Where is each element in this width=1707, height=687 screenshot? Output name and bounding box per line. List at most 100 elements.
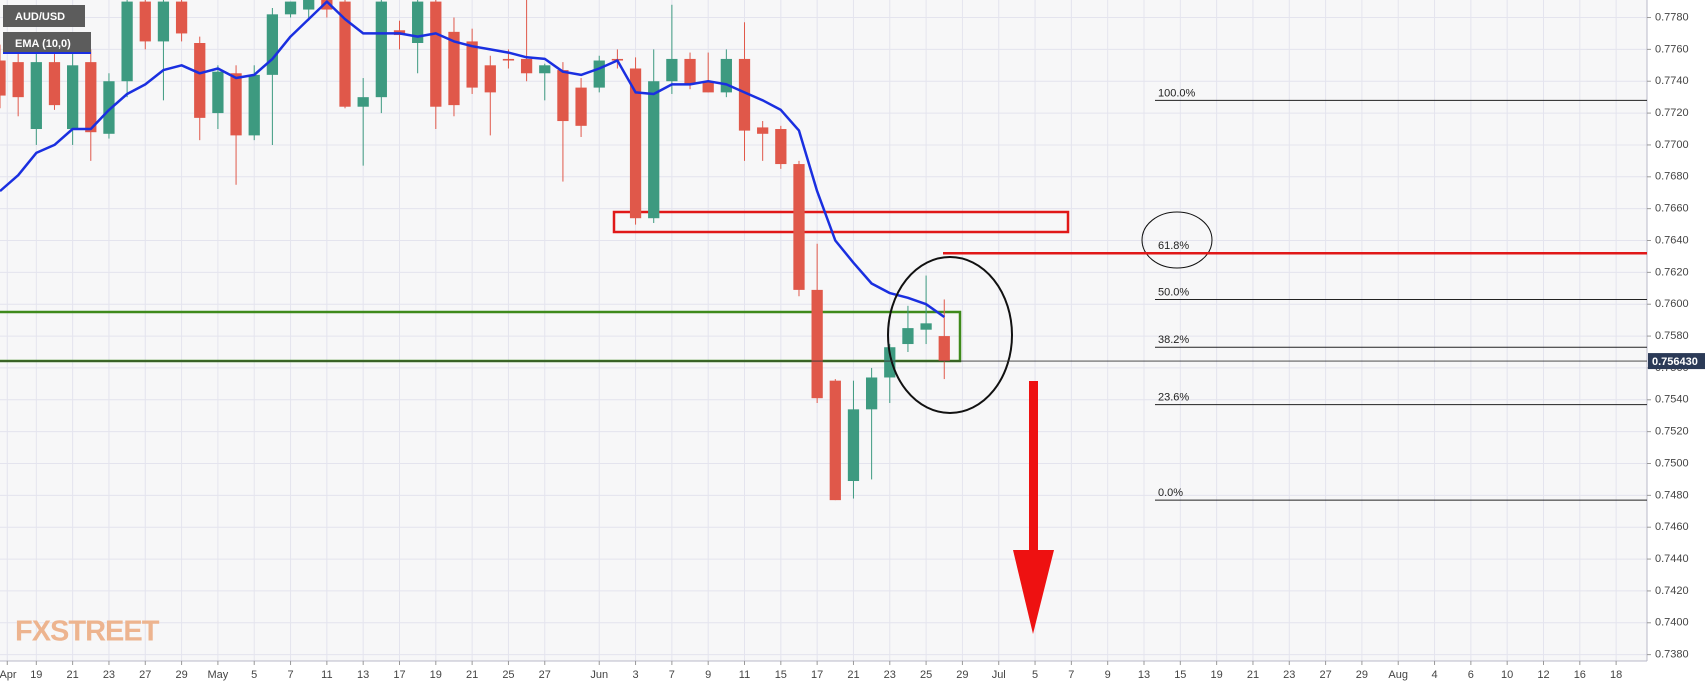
candle-body [811, 289, 823, 399]
x-tick-label: 21 [67, 669, 79, 681]
x-tick-label: 13 [357, 669, 369, 681]
candle-body [593, 60, 605, 88]
candle-body [339, 1, 351, 107]
y-tick-label: 0.7460 [1655, 521, 1689, 533]
ema-line [0, 0, 946, 319]
candle-body [847, 409, 860, 482]
x-tick-label: 21 [847, 669, 859, 681]
candle-body [539, 65, 551, 74]
y-tick-label: 0.7440 [1655, 553, 1689, 565]
y-tick-label: 0.7660 [1655, 203, 1689, 215]
y-tick-label: 0.7680 [1655, 171, 1689, 183]
candle-body [502, 58, 515, 61]
candle-body [248, 74, 260, 136]
candle-body [757, 127, 769, 134]
candle-body [0, 60, 6, 96]
candle-body [230, 73, 242, 136]
x-tick-label: 9 [705, 669, 711, 681]
x-tick-label: 7 [287, 669, 293, 681]
candle-body [194, 43, 206, 118]
candle-body [666, 58, 678, 82]
watermark: FXSTREET [15, 616, 160, 648]
candle-body [738, 58, 751, 131]
x-tick-label: 4 [1431, 669, 1437, 681]
x-tick-label: 17 [811, 669, 823, 681]
x-tick-label: 16 [1574, 669, 1586, 681]
candle-body [484, 65, 496, 93]
candle-body [321, 0, 333, 10]
candle-body [829, 380, 841, 501]
candle-body [157, 1, 170, 42]
x-tick-label: 7 [1068, 669, 1074, 681]
candle-body [448, 31, 460, 106]
candle-body [103, 81, 115, 134]
x-tick-label: 11 [739, 669, 750, 681]
x-tick-label: 10 [1501, 669, 1513, 681]
candle-body [884, 347, 896, 378]
candle-body [629, 68, 642, 219]
x-tick-label: 25 [920, 669, 932, 681]
fib-label: 38.2% [1158, 334, 1189, 346]
x-tick-label: 11 [321, 669, 332, 681]
candle-body [375, 1, 387, 98]
x-tick-label: 5 [1032, 669, 1038, 681]
resistance-zone [612, 210, 1070, 234]
candle-body [557, 70, 569, 122]
x-tick-label: Apr [0, 669, 17, 681]
annotations [887, 211, 1213, 634]
x-tick-label: 27 [1319, 669, 1331, 681]
x-tick-label: 18 [1610, 669, 1622, 681]
last-price-label: 0.756430 [1652, 356, 1698, 368]
x-tick-label: Jul [992, 669, 1006, 681]
candle-body [466, 41, 478, 88]
candle-body [720, 58, 732, 93]
highlight-circle [887, 256, 1013, 414]
legend-label: EMA (10,0) [15, 38, 71, 50]
fib-label: 0.0% [1158, 487, 1183, 499]
fib-label: 61.8% [1158, 240, 1189, 252]
y-tick-label: 0.7600 [1655, 298, 1689, 310]
x-tick-label: Jun [590, 669, 608, 681]
candle-body [775, 129, 787, 165]
x-tick-label: 15 [775, 669, 787, 681]
grid [0, 0, 1647, 661]
x-tick-label: 5 [251, 669, 257, 681]
fib-label: 100.0% [1158, 87, 1196, 99]
x-tick-label: 29 [175, 669, 187, 681]
candle-body [865, 377, 878, 410]
y-tick-label: 0.7580 [1655, 330, 1689, 342]
x-tick-label: 6 [1468, 669, 1474, 681]
x-tick-label: Aug [1388, 669, 1408, 681]
fib-label: 23.6% [1158, 391, 1189, 403]
plot-area [0, 0, 1070, 501]
y-tick-label: 0.7540 [1655, 394, 1689, 406]
candle-body [30, 62, 42, 130]
fib-label: 50.0% [1158, 286, 1189, 298]
y-tick-label: 0.7700 [1655, 139, 1689, 151]
x-tick-label: 27 [539, 669, 551, 681]
candle-body [938, 336, 950, 362]
y-tick-label: 0.7520 [1655, 426, 1689, 438]
last-price-badge [1648, 353, 1705, 370]
candle-body [412, 1, 424, 44]
x-tick-label: 19 [430, 669, 442, 681]
y-tick-label: 0.7620 [1655, 266, 1689, 278]
x-tick-label: 7 [669, 669, 675, 681]
symbol-box [3, 5, 85, 27]
x-tick-label: 3 [632, 669, 638, 681]
y-tick-label: 0.7740 [1655, 75, 1689, 87]
candle-body [920, 323, 932, 330]
y-tick-label: 0.7780 [1655, 11, 1689, 23]
x-tick-label: 21 [466, 669, 478, 681]
candle-body [284, 1, 297, 15]
x-tick-label: 25 [502, 669, 514, 681]
candle-body [702, 81, 714, 93]
y-tick-label: 0.7760 [1655, 43, 1689, 55]
x-tick-label: 21 [1247, 669, 1259, 681]
candle-body [48, 62, 61, 106]
symbol-label: AUD/USD [15, 11, 65, 23]
y-tick-label: 0.7640 [1655, 234, 1689, 246]
candle-body [303, 0, 315, 10]
